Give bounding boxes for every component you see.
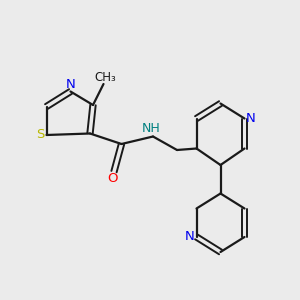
- Text: CH₃: CH₃: [94, 70, 116, 84]
- Text: N: N: [246, 112, 256, 125]
- Text: S: S: [36, 128, 44, 142]
- Text: O: O: [107, 172, 118, 185]
- Text: N: N: [185, 230, 195, 244]
- Text: N: N: [66, 78, 75, 92]
- Text: NH: NH: [142, 122, 161, 135]
